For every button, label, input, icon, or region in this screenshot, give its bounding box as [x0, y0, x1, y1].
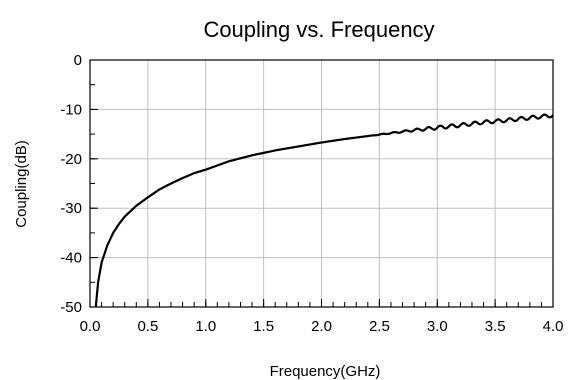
x-tick-label: 3.5: [485, 318, 506, 335]
x-tick-label: 1.0: [195, 318, 216, 335]
y-tick-label: -50: [60, 299, 82, 316]
axis-ticks: [89, 59, 554, 308]
x-tick-label: 2.0: [311, 318, 332, 335]
y-axis-label: Coupling(dB): [13, 140, 30, 228]
y-tick-label: -40: [60, 250, 82, 267]
y-tick-label: 0: [74, 52, 82, 69]
x-axis-label: Frequency(GHz): [270, 363, 381, 380]
x-tick-label: 4.0: [543, 318, 564, 335]
tick-labels: 0.0 0.5 1.0 1.5 2.0 2.5 3.0 3.5 4.0 0 -10 -20 -30 -40…: [60, 52, 563, 335]
y-tick-label: -20: [60, 151, 82, 168]
y-tick-label: -10: [60, 101, 82, 118]
y-tick-label: -30: [60, 200, 82, 217]
grid-lines: [89, 59, 554, 308]
x-tick-label: 0.5: [137, 318, 158, 335]
chart-title: Coupling vs. Frequency: [203, 17, 434, 42]
coupling-curve: [94, 113, 554, 308]
x-tick-label: 3.0: [427, 318, 448, 335]
x-tick-label: 0.0: [80, 318, 101, 335]
x-tick-label: 1.5: [253, 318, 274, 335]
x-tick-label: 2.5: [369, 318, 390, 335]
